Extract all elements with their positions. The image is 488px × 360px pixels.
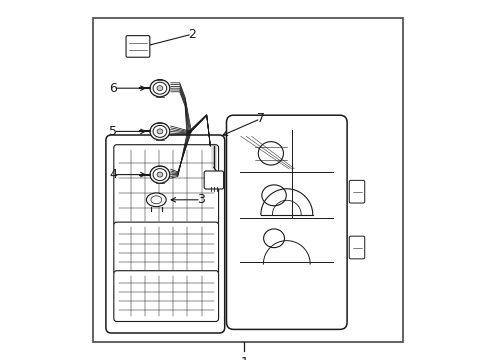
FancyBboxPatch shape (204, 171, 223, 189)
Ellipse shape (150, 166, 169, 183)
Bar (93, 18, 402, 342)
Ellipse shape (157, 172, 163, 177)
Ellipse shape (150, 123, 169, 140)
Text: 5: 5 (109, 125, 117, 138)
Text: 3: 3 (197, 193, 205, 206)
Text: 6: 6 (109, 82, 117, 95)
Ellipse shape (153, 126, 166, 137)
Ellipse shape (258, 142, 283, 165)
Text: 2: 2 (188, 28, 196, 41)
Ellipse shape (157, 129, 163, 134)
Ellipse shape (150, 80, 169, 97)
Ellipse shape (153, 168, 166, 180)
Text: 7: 7 (256, 112, 264, 125)
Text: 1: 1 (240, 356, 248, 360)
FancyBboxPatch shape (226, 115, 346, 329)
Ellipse shape (263, 229, 284, 248)
Ellipse shape (157, 86, 163, 91)
FancyBboxPatch shape (114, 145, 218, 226)
FancyBboxPatch shape (348, 236, 364, 259)
FancyBboxPatch shape (114, 271, 218, 321)
FancyBboxPatch shape (106, 135, 224, 333)
Ellipse shape (151, 196, 162, 204)
Ellipse shape (261, 185, 285, 206)
Text: 4: 4 (109, 168, 117, 181)
Ellipse shape (153, 82, 166, 94)
FancyBboxPatch shape (126, 36, 149, 57)
FancyBboxPatch shape (348, 180, 364, 203)
FancyBboxPatch shape (114, 222, 218, 275)
Ellipse shape (146, 193, 166, 207)
